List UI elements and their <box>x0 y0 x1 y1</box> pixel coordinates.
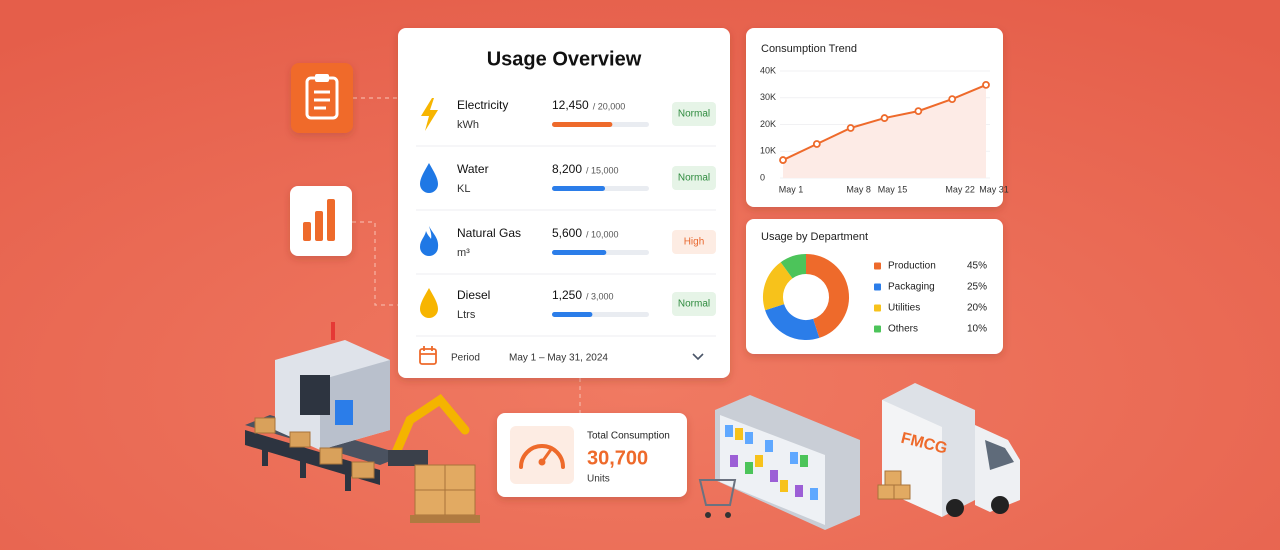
legend-marker <box>874 304 881 312</box>
status-text: Normal <box>678 173 710 184</box>
legend-label: Others <box>888 324 918 335</box>
resource-value: 5,600 <box>552 226 582 240</box>
progress-bar <box>552 122 613 127</box>
legend-marker <box>874 262 881 270</box>
resource-unit: m³ <box>457 247 470 259</box>
legend-value: 10% <box>967 324 987 335</box>
connectors <box>352 97 581 413</box>
usage-title: Usage Overview <box>487 48 642 70</box>
legend-marker <box>874 283 881 291</box>
trend-point <box>846 124 855 132</box>
resource-max: / 20,000 <box>593 101 626 111</box>
resource-unit: KL <box>457 183 470 195</box>
progress-bar <box>552 312 593 317</box>
trend-point <box>812 140 821 148</box>
status-badge <box>672 230 716 254</box>
y-tick-label: 0 <box>760 172 765 182</box>
donut-segment <box>780 254 807 279</box>
resource-name: Diesel <box>457 288 490 302</box>
trend-point <box>948 95 957 103</box>
trend-point <box>779 156 787 164</box>
resource-name: Water <box>457 162 489 176</box>
legend-label: Utilities <box>888 303 920 314</box>
chart-tile[interactable] <box>290 186 352 256</box>
legend-label: Production <box>888 261 936 272</box>
trend-title: Consumption Trend <box>761 43 857 55</box>
resource-value: 8,200 <box>552 162 582 176</box>
legend-value: 25% <box>967 282 987 293</box>
status-text: Normal <box>678 299 710 310</box>
donut-segment <box>765 303 820 340</box>
truck-illustration <box>877 383 1020 517</box>
period-label: Period <box>451 353 480 364</box>
progress-bar <box>552 250 607 255</box>
resource-unit: Ltrs <box>457 309 476 321</box>
usage-icon <box>420 163 438 193</box>
x-tick-label: May 31 <box>979 184 1009 194</box>
y-tick-label: 20K <box>760 119 776 129</box>
y-tick-label: 10K <box>760 146 776 156</box>
department-title: Usage by Department <box>761 231 868 243</box>
y-tick-label: 40K <box>760 65 776 75</box>
donut-segment <box>763 262 794 311</box>
status-badge <box>672 166 716 190</box>
usage-icon <box>421 98 438 131</box>
legend-label: Packaging <box>888 282 935 293</box>
gauge-icon <box>510 426 574 484</box>
total-unit: Units <box>587 474 610 485</box>
resource-value: 1,250 <box>552 288 582 302</box>
resource-name: Electricity <box>457 98 508 112</box>
resource-max: / 15,000 <box>586 165 619 175</box>
shelf-illustration <box>698 395 860 530</box>
status-badge <box>672 292 716 316</box>
y-tick-label: 30K <box>760 92 776 102</box>
progress-bar <box>552 186 606 191</box>
period-row[interactable] <box>419 346 704 365</box>
usage-icon <box>420 288 438 318</box>
legend-marker <box>874 325 881 333</box>
trend-point <box>982 81 990 89</box>
total-label: Total Consumption <box>587 431 670 442</box>
factory-illustration <box>245 322 480 523</box>
resource-unit: kWh <box>457 119 479 131</box>
x-tick-label: May 22 <box>945 184 975 194</box>
trend-area <box>783 84 986 178</box>
total-value: 30,700 <box>587 447 648 469</box>
trend-point <box>914 107 923 116</box>
status-text: High <box>684 237 705 248</box>
usage-icon <box>420 226 439 256</box>
x-tick-label: May 1 <box>779 184 804 194</box>
legend-value: 20% <box>967 303 987 314</box>
period-value: May 1 – May 31, 2024 <box>509 353 608 364</box>
resource-name: Natural Gas <box>457 226 521 240</box>
x-tick-label: May 15 <box>878 184 908 194</box>
resource-max: / 3,000 <box>586 291 614 301</box>
x-tick-label: May 8 <box>846 184 871 194</box>
usage-card <box>398 28 730 378</box>
status-text: Normal <box>678 109 710 120</box>
status-badge <box>672 102 716 126</box>
legend-value: 45% <box>967 261 987 272</box>
report-tile[interactable] <box>291 63 353 133</box>
resource-max: / 10,000 <box>586 229 619 239</box>
resource-value: 12,450 <box>552 98 589 112</box>
trend-point <box>880 114 889 122</box>
donut-segment <box>805 254 849 338</box>
